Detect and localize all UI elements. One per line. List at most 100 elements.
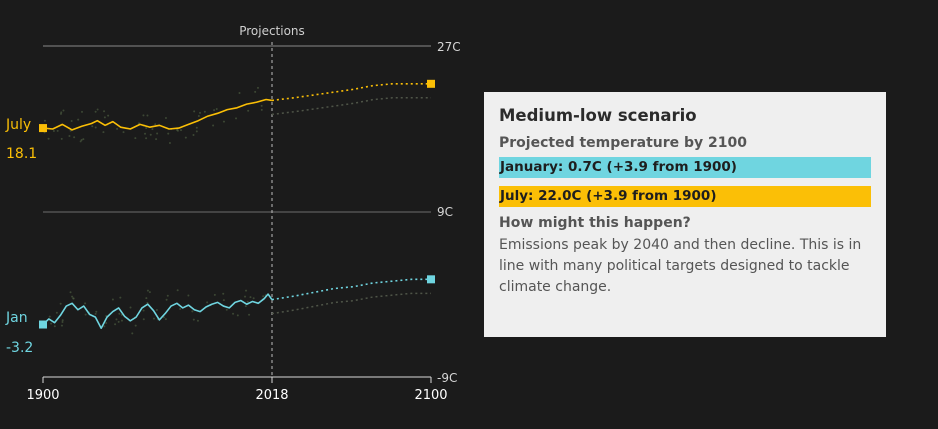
- annual-reading-point: [59, 112, 62, 115]
- annual-reading-point: [82, 138, 85, 141]
- jan-start-marker: [39, 320, 47, 329]
- annual-reading-point: [244, 305, 247, 308]
- annual-reading-point: [248, 313, 251, 316]
- annual-reading-point: [145, 137, 148, 140]
- annual-reading-point: [69, 291, 72, 294]
- annual-reading-point: [215, 108, 218, 111]
- annual-reading-point: [59, 302, 62, 305]
- annual-reading-point: [179, 308, 182, 311]
- annual-reading-point: [155, 138, 158, 141]
- annual-reading-point: [222, 292, 225, 295]
- annual-reading-point: [149, 133, 152, 136]
- annual-reading-point: [176, 289, 179, 292]
- y-tick-9c: 9C: [437, 205, 453, 219]
- projection-range-line: [271, 97, 431, 116]
- annual-reading-point: [142, 114, 145, 117]
- annual-reading-point: [134, 324, 137, 327]
- annual-reading-point: [94, 110, 97, 113]
- annual-reading-point: [195, 126, 198, 129]
- annual-reading-point: [145, 297, 148, 300]
- annual-reading-point: [114, 323, 117, 326]
- annual-reading-point: [48, 315, 51, 318]
- scenario-question: How might this happen?: [499, 215, 691, 231]
- annual-reading-point: [91, 125, 94, 128]
- annual-reading-point: [260, 104, 263, 107]
- annual-reading-point: [146, 289, 149, 292]
- annual-reading-point: [116, 127, 119, 130]
- annual-reading-point: [148, 291, 151, 294]
- annual-reading-point: [245, 289, 248, 292]
- annual-reading-point: [118, 312, 121, 315]
- annual-reading-point: [84, 313, 87, 316]
- jan-start-value: -3.2: [6, 340, 33, 356]
- annual-reading-point: [61, 319, 64, 322]
- annual-reading-point: [122, 131, 125, 134]
- annual-reading-point: [60, 137, 63, 140]
- annual-reading-point: [196, 319, 199, 322]
- y-tick-27c: 27C: [437, 40, 461, 54]
- annual-reading-point: [238, 92, 241, 95]
- x-tick-2018: 2018: [255, 388, 288, 403]
- jan-end-marker: [427, 275, 435, 284]
- annual-reading-point: [203, 110, 206, 113]
- annual-reading-point: [60, 324, 63, 327]
- projection-range-line: [271, 292, 431, 315]
- july-end-marker: [427, 79, 435, 88]
- annual-reading-point: [43, 119, 46, 122]
- annual-reading-point: [236, 314, 239, 317]
- annual-reading-point: [142, 309, 145, 312]
- y-tick-minus9c: -9C: [437, 371, 457, 385]
- annual-reading-point: [260, 108, 263, 111]
- annual-reading-point: [244, 295, 247, 298]
- annual-reading-point: [192, 318, 195, 321]
- annual-reading-point: [60, 111, 63, 114]
- annual-reading-point: [195, 130, 198, 133]
- series-lines: [39, 79, 435, 330]
- annual-reading-point: [252, 297, 255, 300]
- annual-reading-point: [73, 136, 76, 139]
- jan-series-label: Jan: [5, 310, 28, 326]
- x-tick-2100: 2100: [414, 388, 447, 403]
- annual-reading-point: [47, 137, 50, 140]
- annual-reading-point: [254, 90, 257, 93]
- annual-reading-point: [144, 132, 147, 135]
- annual-reading-point: [111, 298, 114, 301]
- annual-reading-point: [168, 141, 171, 144]
- annual-reading-point: [193, 110, 196, 113]
- annual-reading-point: [187, 294, 190, 297]
- annual-reading-point: [80, 138, 83, 141]
- annual-reading-point: [165, 298, 168, 301]
- annual-reading-point: [232, 312, 235, 315]
- annual-reading-point: [68, 134, 71, 137]
- annual-reading-point: [102, 131, 105, 134]
- annual-reading-point: [119, 296, 122, 299]
- annual-reading-point: [246, 300, 249, 303]
- annual-reading-point: [53, 325, 56, 328]
- annual-reading-point: [180, 129, 183, 132]
- annual-reading-point: [199, 111, 202, 114]
- annual-reading-point: [164, 117, 167, 120]
- annual-reading-point: [96, 108, 99, 111]
- annual-reading-point: [129, 306, 132, 309]
- annual-reading-point: [151, 128, 154, 131]
- annual-reading-point: [56, 129, 59, 132]
- annual-reading-point: [192, 133, 195, 136]
- annual-reading-point: [247, 109, 250, 112]
- annual-reading-point: [146, 114, 149, 117]
- july-start-value: 18.1: [6, 146, 37, 162]
- annual-reading-point: [156, 132, 159, 135]
- annual-reading-point: [103, 325, 106, 328]
- annual-reading-point: [94, 312, 97, 315]
- annual-reading-point: [120, 319, 123, 322]
- annual-reading-point: [62, 109, 65, 112]
- jan-observed-line: [42, 293, 273, 330]
- annual-reading-point: [213, 109, 216, 112]
- annual-reading-point: [197, 115, 200, 118]
- july-series-label: July: [5, 117, 31, 133]
- annual-reading-point: [154, 123, 157, 126]
- july-start-marker: [39, 124, 47, 133]
- scenario-subtitle: Projected temperature by 2100: [499, 135, 748, 151]
- annual-reading-point: [95, 310, 98, 313]
- annual-reading-point: [225, 308, 228, 311]
